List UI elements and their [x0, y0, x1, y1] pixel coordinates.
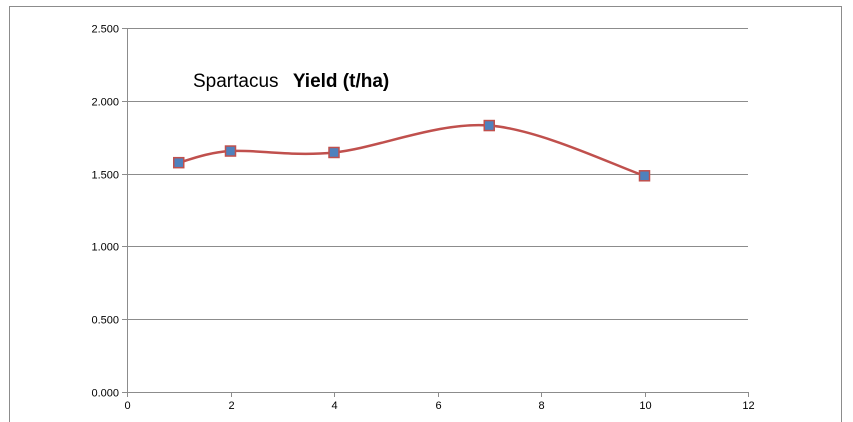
- x-tick-label: 6: [435, 400, 441, 412]
- y-tick-label: 2.000: [91, 97, 119, 109]
- data-point-marker: [328, 146, 340, 159]
- chart-title-plain: Spartacus: [193, 71, 279, 92]
- series-layer: [173, 119, 651, 182]
- axes: [122, 28, 749, 397]
- y-tick-label: 2.500: [91, 24, 119, 36]
- data-point-marker: [173, 156, 185, 169]
- chart-area-border: [9, 6, 842, 422]
- gridlines: [127, 28, 748, 320]
- x-tick-label: 0: [124, 400, 130, 412]
- tick-labels: 0.000 0.500 1.000 1.500 2.000 2.500 0 2 4 6 8 10 12: [91, 24, 754, 413]
- x-tick-label: 10: [639, 400, 651, 412]
- data-point-marker: [224, 145, 237, 157]
- series-line: [177, 123, 646, 178]
- y-tick-label: 1.500: [91, 170, 119, 182]
- x-tick-label: 2: [228, 400, 234, 412]
- chart-title: Spartacus Yield (t/ha): [193, 71, 389, 92]
- x-tick-label: 4: [331, 400, 337, 412]
- x-tick-label: 8: [538, 400, 544, 412]
- y-tick-label: 0.000: [91, 388, 119, 400]
- data-point-marker: [638, 170, 651, 182]
- y-tick-label: 1.000: [91, 242, 119, 254]
- x-tick-label: 12: [742, 400, 754, 412]
- y-tick-label: 0.500: [91, 315, 119, 327]
- data-point-marker: [483, 119, 495, 132]
- chart-title-bold: Yield (t/ha): [293, 71, 389, 92]
